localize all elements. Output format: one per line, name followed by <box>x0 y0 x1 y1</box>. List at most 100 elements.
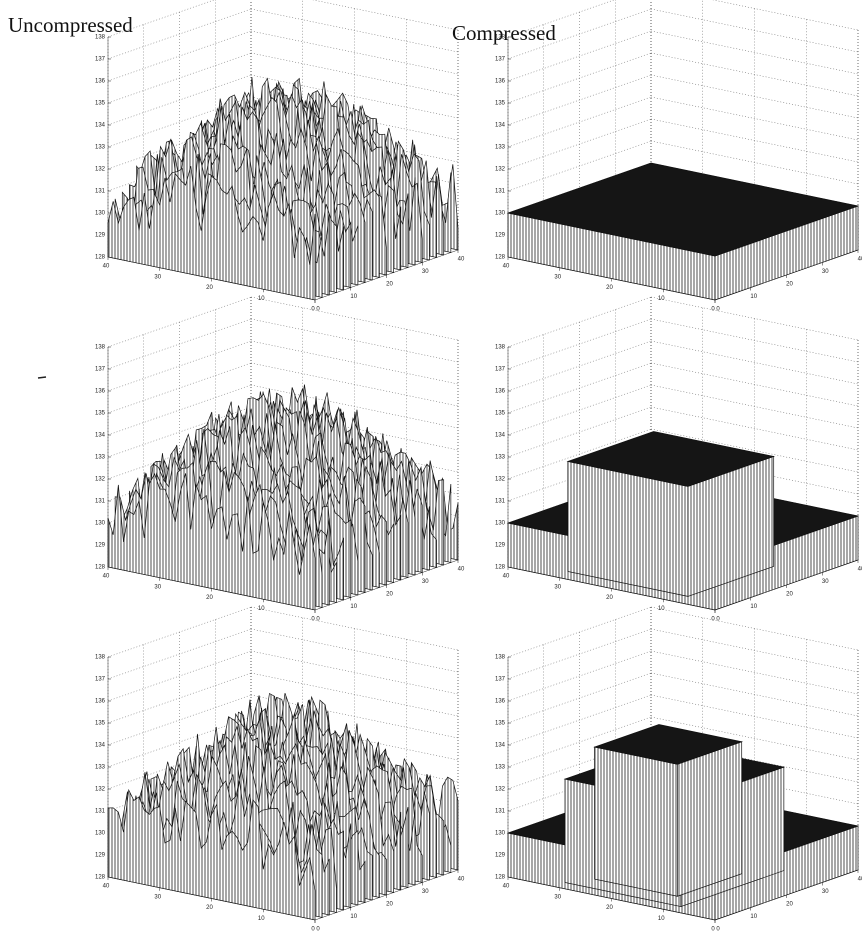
x-tick-label: 40 <box>503 884 510 890</box>
z-tick-label: 130 <box>95 831 106 837</box>
x-tick-label: 0 <box>711 307 715 313</box>
z-tick-label: 130 <box>495 831 506 837</box>
y-tick-label: 0 <box>716 307 720 313</box>
z-tick-label: 138 <box>495 345 506 351</box>
surface-panel: 128 129 130 131 132 133 134 135 136 137 138 40 30 20 1… <box>495 606 862 931</box>
scan-mark <box>37 376 47 379</box>
grid-line <box>507 716 652 768</box>
y-tick-label: 40 <box>458 877 465 883</box>
z-tick-label: 129 <box>495 233 506 239</box>
grid-line <box>650 52 859 97</box>
x-tick-label: 0 <box>311 927 315 931</box>
surface-profile <box>107 473 316 611</box>
y-tick-label: 30 <box>422 269 429 275</box>
z-tick-label: 136 <box>495 699 506 705</box>
z-tick-label: 136 <box>95 389 106 395</box>
x-tick-label: 0 <box>711 617 715 623</box>
grid-line <box>650 716 859 761</box>
grid-line <box>250 650 459 695</box>
surface-panel: 128 129 130 131 132 133 134 135 136 137 138 40 30 20 1… <box>95 0 465 313</box>
block-top <box>593 724 744 765</box>
y-tick-label: 40 <box>858 567 862 573</box>
grid-line <box>507 340 652 392</box>
z-tick-label: 132 <box>495 787 506 793</box>
block-top <box>566 431 776 487</box>
z-tick-label: 129 <box>95 543 106 549</box>
z-tick-label: 138 <box>495 655 506 661</box>
z-tick-label: 131 <box>495 809 506 815</box>
z-tick-label: 134 <box>95 123 106 129</box>
y-tick-label: 30 <box>822 269 829 275</box>
z-tick-label: 137 <box>95 677 106 683</box>
x-tick-label: 10 <box>658 296 665 302</box>
grid-line <box>650 406 859 451</box>
z-tick-label: 135 <box>495 411 506 417</box>
surface-panel: 128 129 130 131 132 133 134 135 136 137 138 40 30 20 1… <box>95 606 465 931</box>
z-tick-label: 135 <box>95 101 106 107</box>
grid-line <box>250 716 459 761</box>
z-tick-label: 133 <box>95 455 106 461</box>
x-tick-label: 20 <box>206 905 213 911</box>
x-tick-label: 10 <box>258 296 265 302</box>
z-tick-label: 132 <box>495 167 506 173</box>
x-tick-label: 20 <box>606 595 613 601</box>
surface-panel: 128 129 130 131 132 133 134 135 136 137 138 40 30 20 1… <box>495 0 862 313</box>
y-tick-label: 30 <box>822 889 829 895</box>
z-tick-label: 128 <box>495 255 506 261</box>
x-tick-label: 40 <box>103 574 110 580</box>
y-tick-label: 30 <box>422 579 429 585</box>
x-tick-label: 30 <box>554 274 561 280</box>
y-tick-label: 20 <box>386 902 393 908</box>
z-tick-label: 132 <box>95 167 106 173</box>
y-tick-label: 20 <box>786 902 793 908</box>
surface-panel: 128 129 130 131 132 133 134 135 136 137 138 40 30 20 1… <box>95 296 465 623</box>
y-tick-label: 40 <box>858 877 862 883</box>
grid-line <box>107 0 215 38</box>
z-tick-label: 134 <box>495 433 506 439</box>
x-tick-label: 30 <box>554 894 561 900</box>
z-tick-label: 134 <box>495 123 506 129</box>
y-tick-label: 10 <box>350 914 357 920</box>
x-tick-label: 20 <box>206 595 213 601</box>
z-tick-label: 128 <box>495 565 506 571</box>
z-tick-label: 134 <box>495 743 506 749</box>
grid-line <box>107 650 252 702</box>
z-tick-label: 131 <box>495 499 506 505</box>
y-tick-label: 10 <box>350 604 357 610</box>
grid-line <box>507 52 652 104</box>
grid-line <box>107 30 252 82</box>
z-tick-label: 129 <box>95 853 106 859</box>
column-title: Uncompressed <box>8 13 133 37</box>
x-tick-label: 30 <box>154 894 161 900</box>
z-tick-label: 132 <box>95 787 106 793</box>
block-top <box>506 162 860 257</box>
y-tick-label: 40 <box>458 257 465 263</box>
z-tick-label: 129 <box>495 543 506 549</box>
z-tick-label: 138 <box>95 35 106 41</box>
x-tick-label: 20 <box>606 905 613 911</box>
z-tick-label: 138 <box>95 655 106 661</box>
grid-line <box>507 30 652 82</box>
z-tick-label: 130 <box>95 211 106 217</box>
surface-panel: 128 129 130 131 132 133 134 135 136 137 138 40 30 20 1… <box>495 296 862 623</box>
z-tick-label: 129 <box>95 233 106 239</box>
z-tick-label: 128 <box>95 255 106 261</box>
x-tick-label: 40 <box>103 264 110 270</box>
y-tick-label: 10 <box>750 294 757 300</box>
x-tick-label: 40 <box>503 264 510 270</box>
z-tick-label: 133 <box>95 765 106 771</box>
y-tick-label: 10 <box>350 294 357 300</box>
z-tick-label: 128 <box>495 875 506 881</box>
z-tick-label: 137 <box>495 677 506 683</box>
x-tick-label: 40 <box>503 574 510 580</box>
z-tick-label: 135 <box>95 411 106 417</box>
x-tick-label: 0 <box>311 617 315 623</box>
x-tick-label: 10 <box>258 606 265 612</box>
column-title: Compressed <box>452 21 556 45</box>
block-face <box>594 746 678 897</box>
grid-line <box>250 340 459 385</box>
z-tick-label: 131 <box>95 189 106 195</box>
y-tick-label: 20 <box>786 592 793 598</box>
